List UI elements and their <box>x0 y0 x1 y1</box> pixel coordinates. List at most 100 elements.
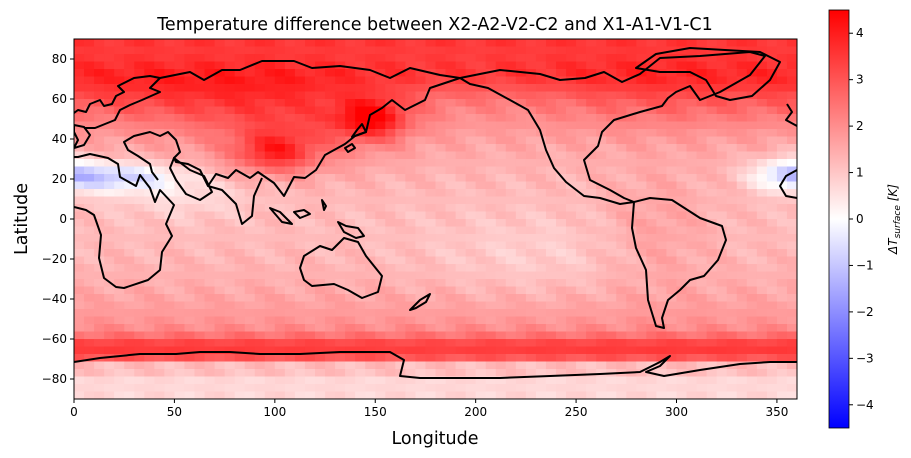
heatmap-cell <box>415 212 426 220</box>
heatmap-cell <box>626 347 637 355</box>
heatmap-cell <box>104 324 115 332</box>
heatmap-cell <box>74 114 85 122</box>
heatmap-cell <box>787 54 798 62</box>
heatmap-cell <box>255 144 266 152</box>
heatmap-cell <box>777 152 788 160</box>
heatmap-cell <box>74 234 85 242</box>
heatmap-cell <box>687 339 698 347</box>
heatmap-cell <box>265 77 276 85</box>
heatmap-cell <box>546 272 557 280</box>
heatmap-cell <box>114 384 125 392</box>
heatmap-cell <box>737 287 748 295</box>
heatmap-cell <box>205 114 216 122</box>
heatmap-cell <box>476 362 487 370</box>
heatmap-cell <box>486 302 497 310</box>
heatmap-cell <box>425 129 436 137</box>
heatmap-cell <box>205 129 216 137</box>
heatmap-cell <box>566 227 577 235</box>
heatmap-cell <box>225 242 236 250</box>
heatmap-cell <box>496 174 507 182</box>
heatmap-cell <box>576 324 587 332</box>
heatmap-cell <box>697 392 708 400</box>
heatmap-cell <box>656 212 667 220</box>
heatmap-cell <box>687 302 698 310</box>
heatmap-cell <box>174 122 185 130</box>
heatmap-cell <box>285 204 296 212</box>
heatmap-cell <box>717 107 728 115</box>
heatmap-cell <box>777 384 788 392</box>
heatmap-cell <box>697 182 708 190</box>
heatmap-cell <box>436 339 447 347</box>
heatmap-cell <box>466 159 477 167</box>
heatmap-cell <box>677 182 688 190</box>
heatmap-cell <box>104 287 115 295</box>
heatmap-cell <box>195 317 206 325</box>
heatmap-cell <box>285 62 296 70</box>
heatmap-cell <box>205 272 216 280</box>
heatmap-cell <box>556 272 567 280</box>
heatmap-cell <box>576 279 587 287</box>
heatmap-cell <box>556 362 567 370</box>
heatmap-cell <box>164 302 175 310</box>
heatmap-cell <box>375 137 386 145</box>
heatmap-cell <box>134 62 145 70</box>
heatmap-cell <box>385 377 396 385</box>
heatmap-cell <box>666 174 677 182</box>
heatmap-cell <box>74 287 85 295</box>
heatmap-cell <box>255 287 266 295</box>
heatmap-cell <box>787 392 798 400</box>
heatmap-cell <box>395 362 406 370</box>
heatmap-cell <box>154 354 165 362</box>
heatmap-cell <box>656 84 667 92</box>
heatmap-cell <box>225 144 236 152</box>
heatmap-cell <box>255 279 266 287</box>
heatmap-cell <box>104 167 115 175</box>
heatmap-cell <box>74 174 85 182</box>
heatmap-cell <box>365 137 376 145</box>
heatmap-cell <box>415 264 426 272</box>
heatmap-cell <box>687 317 698 325</box>
heatmap-cell <box>526 182 537 190</box>
heatmap-cell <box>255 107 266 115</box>
heatmap-cell <box>415 144 426 152</box>
heatmap-cell <box>677 129 688 137</box>
heatmap-cell <box>656 62 667 70</box>
heatmap-cell <box>707 62 718 70</box>
heatmap-cell <box>215 84 226 92</box>
heatmap-cell <box>235 279 246 287</box>
heatmap-cell <box>466 204 477 212</box>
heatmap-cell <box>476 144 487 152</box>
heatmap-cell <box>425 272 436 280</box>
heatmap-cell <box>767 122 778 130</box>
heatmap-cell <box>114 332 125 340</box>
heatmap-cell <box>164 92 175 100</box>
heatmap-cell <box>737 317 748 325</box>
heatmap-cell <box>355 39 366 47</box>
heatmap-cell <box>727 339 738 347</box>
heatmap-cell <box>405 264 416 272</box>
heatmap-cell <box>184 77 195 85</box>
heatmap-cell <box>415 54 426 62</box>
heatmap-cell <box>215 62 226 70</box>
heatmap-cell <box>697 234 708 242</box>
heatmap-cell <box>195 62 206 70</box>
heatmap-cell <box>225 62 236 70</box>
y-axis-label: Latitude <box>12 183 32 255</box>
heatmap-cell <box>144 309 155 317</box>
heatmap-cell <box>395 302 406 310</box>
heatmap-cell <box>205 167 216 175</box>
heatmap-cell <box>556 62 567 70</box>
heatmap-cell <box>385 279 396 287</box>
heatmap-cell <box>154 152 165 160</box>
heatmap-cell <box>476 159 487 167</box>
heatmap-cell <box>114 324 125 332</box>
heatmap-cell <box>556 332 567 340</box>
heatmap-cell <box>215 392 226 400</box>
heatmap-cell <box>395 204 406 212</box>
heatmap-cell <box>305 287 316 295</box>
heatmap-cell <box>687 294 698 302</box>
heatmap-cell <box>646 189 657 197</box>
heatmap-cell <box>174 354 185 362</box>
heatmap-cell <box>687 257 698 265</box>
heatmap-cell <box>767 287 778 295</box>
